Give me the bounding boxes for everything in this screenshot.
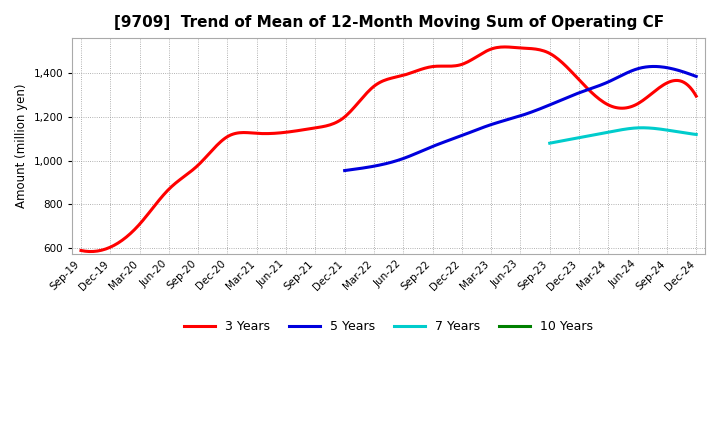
3 Years — [692, 93, 701, 99]
7 Years — [546, 140, 554, 146]
Line: 3 Years: 3 Years — [81, 47, 696, 252]
3 Years — [76, 248, 85, 253]
Title: [9709]  Trend of Mean of 12-Month Moving Sum of Operating CF: [9709] Trend of Mean of 12-Month Moving … — [114, 15, 664, 30]
7 Years — [670, 128, 678, 134]
7 Years — [692, 132, 701, 137]
Y-axis label: Amount (million yen): Amount (million yen) — [15, 84, 28, 208]
3 Years — [445, 63, 454, 69]
7 Years — [637, 125, 646, 130]
3 Years — [500, 44, 509, 50]
Line: 5 Years: 5 Years — [345, 66, 696, 171]
7 Years — [635, 125, 644, 130]
7 Years — [679, 130, 688, 135]
3 Years — [443, 63, 451, 69]
Line: 7 Years: 7 Years — [550, 128, 696, 143]
Legend: 3 Years, 5 Years, 7 Years, 10 Years: 3 Years, 5 Years, 7 Years, 10 Years — [179, 315, 598, 338]
3 Years — [599, 99, 608, 105]
5 Years — [549, 101, 557, 106]
3 Years — [639, 98, 647, 103]
5 Years — [692, 74, 701, 79]
7 Years — [632, 125, 641, 131]
3 Years — [455, 62, 464, 68]
5 Years — [660, 65, 669, 70]
5 Years — [636, 65, 645, 70]
3 Years — [87, 249, 96, 254]
7 Years — [633, 125, 642, 131]
5 Years — [649, 64, 658, 69]
5 Years — [556, 98, 564, 103]
5 Years — [549, 100, 558, 106]
5 Years — [341, 168, 349, 173]
5 Years — [341, 168, 350, 173]
3 Years — [78, 248, 87, 253]
7 Years — [546, 140, 554, 146]
